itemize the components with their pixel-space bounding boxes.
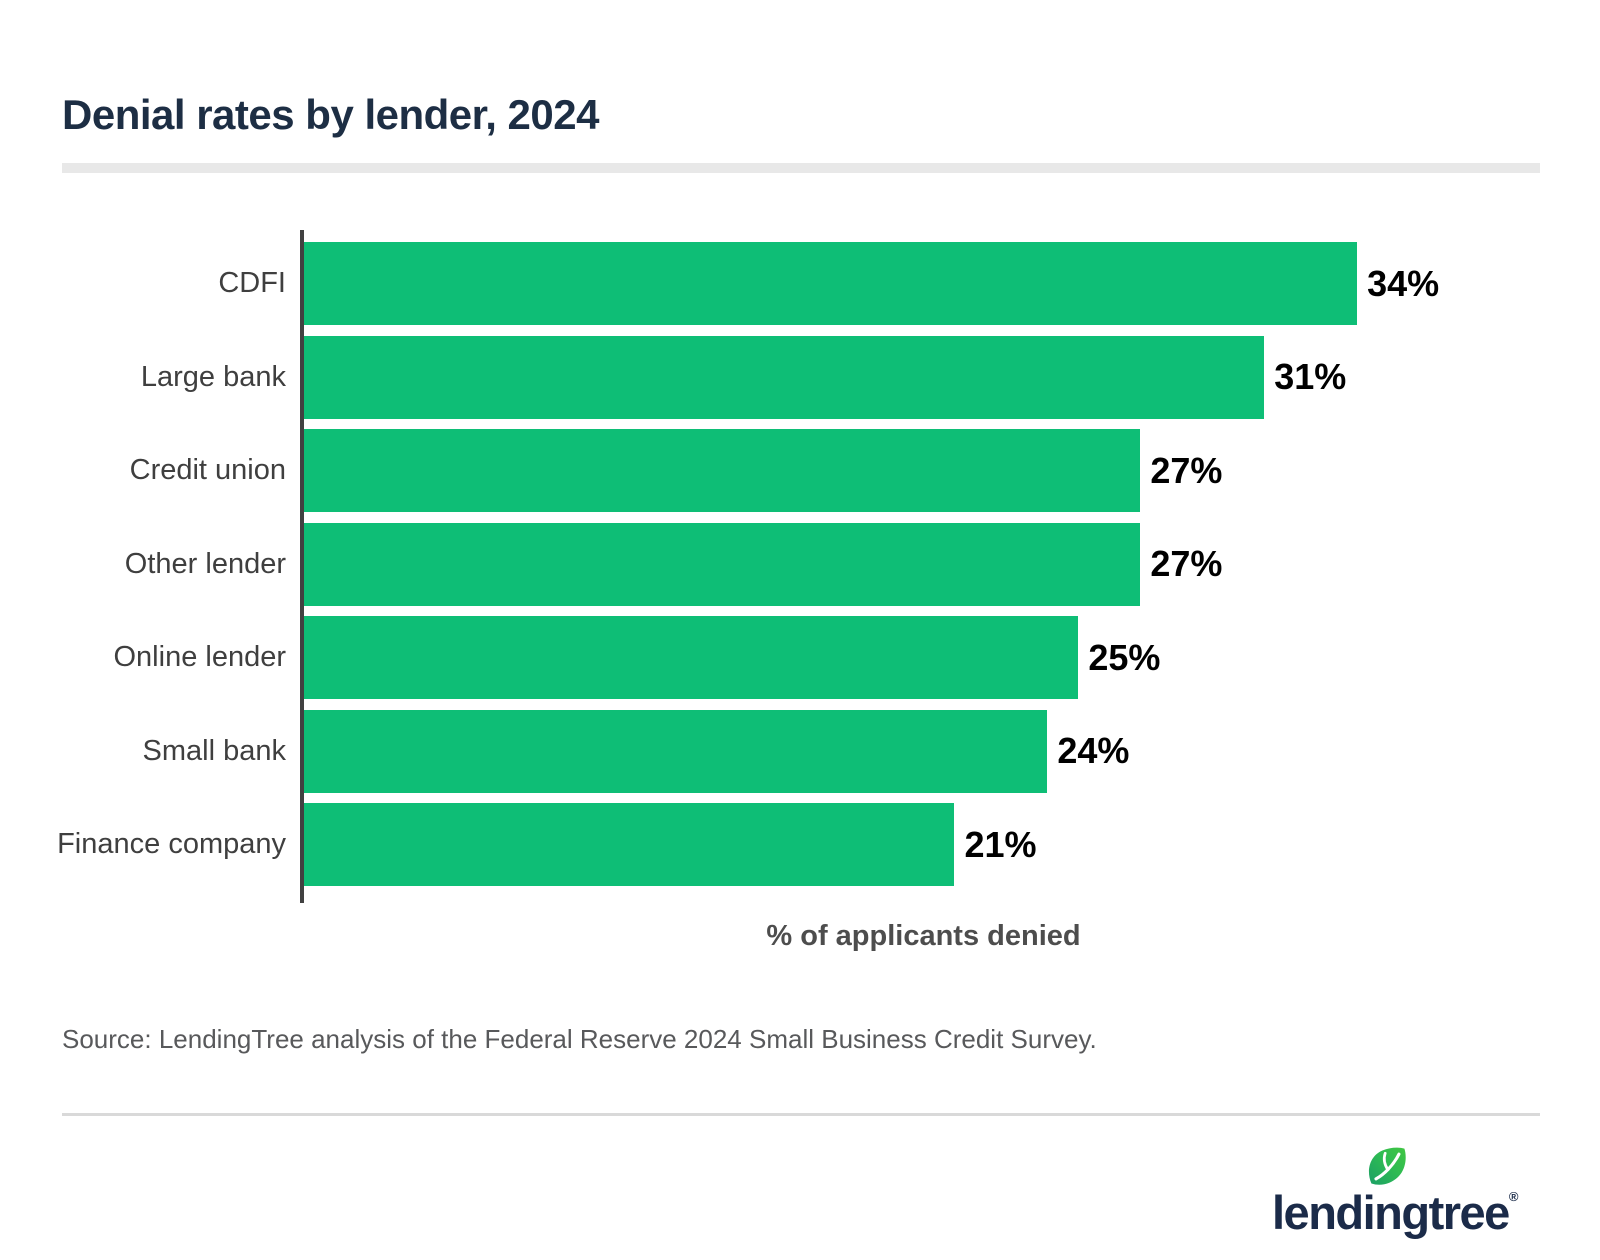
x-axis-title: % of applicants denied: [766, 920, 1081, 952]
category-label: Online lender: [113, 641, 287, 673]
bar: [304, 616, 1079, 699]
category-label: Small bank: [142, 734, 286, 767]
bar-row: Other lender 27%: [0, 522, 1600, 606]
bar-row: Credit union 27%: [0, 429, 1600, 512]
category-label: Other lender: [124, 547, 286, 580]
y-axis-line: [300, 230, 304, 903]
bar: [304, 335, 1265, 419]
category-label: CDFI: [218, 267, 286, 299]
value-label: 34%: [1367, 262, 1440, 304]
leaf-icon: [1368, 1147, 1406, 1185]
registered-trademark: ®: [1508, 1189, 1519, 1204]
bar-rows: CDFI 34% Large bank 31% Credit union 27% Other…: [0, 242, 1600, 886]
footer-divider: [62, 1113, 1540, 1116]
bar-row: Small bank 24%: [0, 709, 1600, 793]
source-note: Source: LendingTree analysis of the Fede…: [62, 1024, 1097, 1054]
bar-row: Online lender 25%: [0, 616, 1600, 699]
chart-title: Denial rates by lender, 2024: [62, 91, 599, 138]
logo-wordmark: lendingtree®: [1272, 1186, 1519, 1239]
bar-row: CDFI 34%: [0, 242, 1600, 325]
category-label: Credit union: [129, 454, 286, 486]
bar: [304, 522, 1141, 606]
bar-row: Finance company 21%: [0, 803, 1600, 886]
value-label: 31%: [1274, 356, 1347, 397]
value-label: 25%: [1088, 636, 1161, 678]
value-label: 24%: [1057, 730, 1130, 771]
bar: [304, 429, 1141, 512]
value-label: 27%: [1150, 543, 1223, 584]
bar: [304, 709, 1048, 793]
category-label: Finance company: [57, 828, 286, 860]
value-label: 21%: [964, 823, 1037, 865]
bar-row: Large bank 31%: [0, 335, 1600, 419]
bar: [304, 803, 955, 886]
bar: [304, 242, 1358, 325]
category-label: Large bank: [140, 360, 286, 393]
lendingtree-logo: lendingtree®: [1272, 1147, 1552, 1242]
value-label: 27%: [1150, 449, 1223, 491]
title-divider: [62, 163, 1540, 173]
